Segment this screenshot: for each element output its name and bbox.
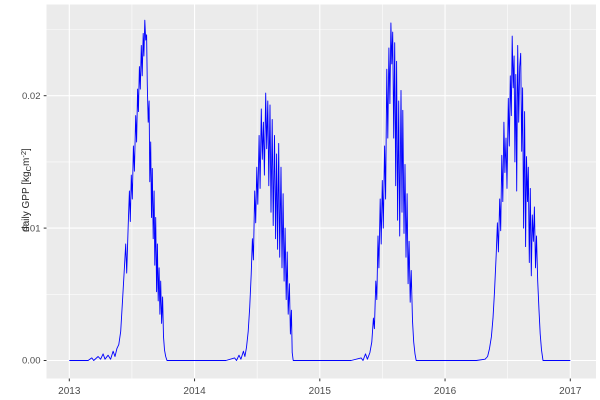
- y-axis-title-suffix: ]: [21, 148, 32, 151]
- y-axis-tick-labels: 0.00 0.01 0.02: [22, 91, 41, 367]
- x-axis-tick-labels: 2013 2014 2015 2016 2017: [58, 386, 582, 397]
- y-axis-title-text: daily GPP [kg: [21, 171, 32, 232]
- axis-tick-marks: [43, 95, 571, 382]
- data-series: [69, 19, 571, 361]
- y-tick-label: 0.00: [22, 356, 41, 367]
- plot-panel: [46, 4, 596, 379]
- gpp-line: [69, 19, 571, 361]
- x-tick-label: 2016: [434, 386, 457, 397]
- y-axis-title-superscript: -2: [19, 150, 28, 158]
- y-axis-title-mid: m: [21, 157, 32, 166]
- y-axis-title: daily GPP [kgCm-2]: [16, 0, 33, 380]
- y-axis-title-subscript: C: [24, 165, 33, 172]
- x-tick-label: 2015: [309, 386, 332, 397]
- x-tick-label: 2014: [183, 386, 206, 397]
- major-gridlines: [46, 4, 596, 379]
- y-tick-label: 0.02: [22, 91, 41, 102]
- y-tick-label: 0.01: [22, 223, 41, 234]
- x-tick-label: 2013: [58, 386, 81, 397]
- x-tick-label: 2017: [559, 386, 582, 397]
